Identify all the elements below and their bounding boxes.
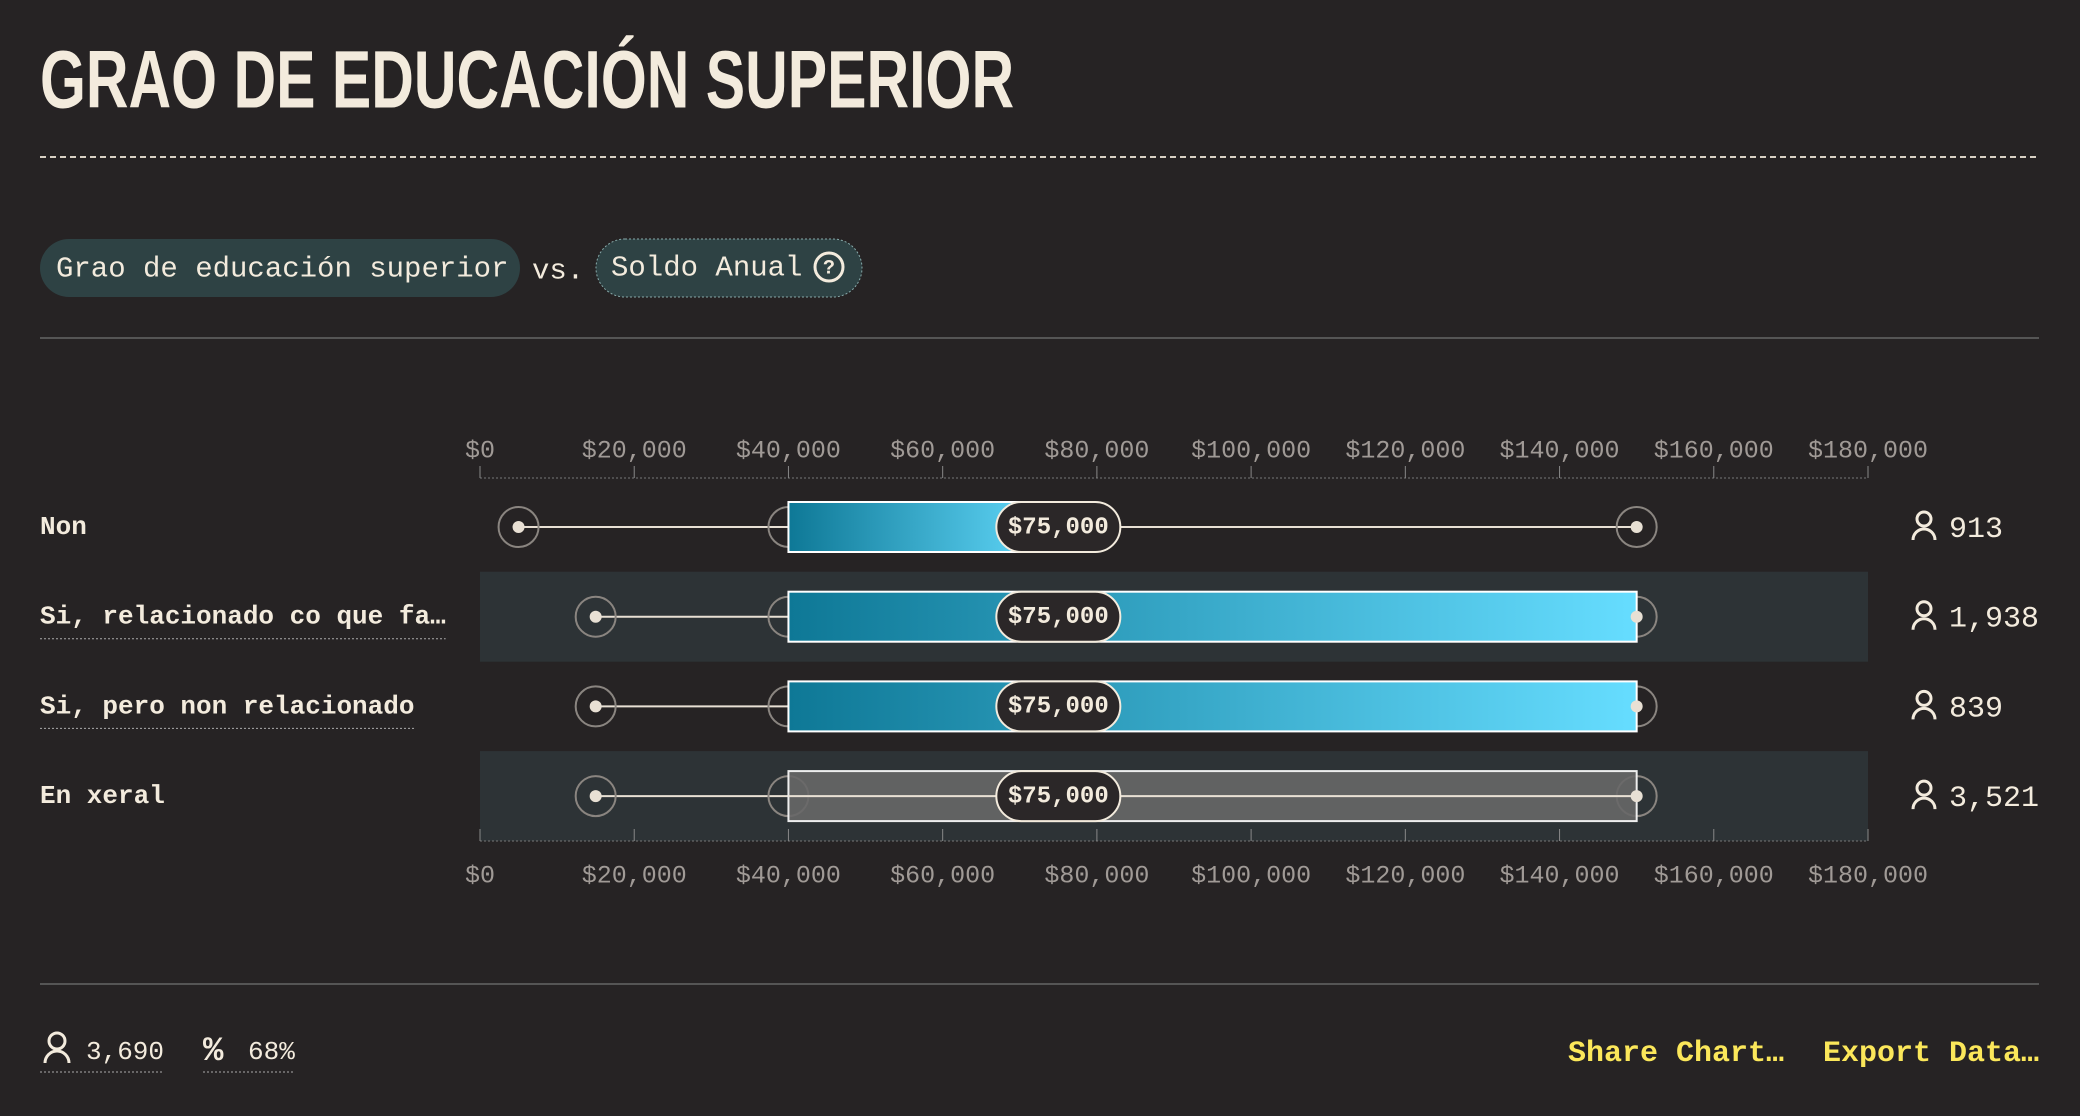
person-icon (1915, 510, 1933, 528)
x-tick-label: $120,000 (1345, 437, 1465, 466)
median-pill (995, 680, 1122, 733)
box (787, 680, 1638, 733)
vs-label: vs. (532, 255, 584, 288)
whisker-end (1630, 790, 1643, 803)
person-icon (43, 1049, 71, 1064)
median-label: $75,000 (1008, 604, 1109, 631)
person-icon (1911, 617, 1937, 630)
whisker-end (1630, 700, 1643, 713)
pill-label: Grao de educación superior (56, 253, 508, 286)
person-icon (1911, 527, 1937, 541)
category-label: Non (40, 512, 87, 542)
chart-title: GRAO DE EDUCACIÓN SUPERIOR (40, 33, 1014, 126)
x-tick-label: $140,000 (1500, 437, 1620, 466)
x-tick-label: $100,000 (1191, 862, 1311, 891)
median-label: $75,000 (1008, 694, 1109, 721)
whisker-end (589, 700, 602, 713)
category-label: Si, pero non relacionado (40, 691, 414, 721)
count-label: 1,938 (1949, 603, 2039, 637)
person-icon (47, 1031, 67, 1051)
pill[interactable] (595, 238, 863, 298)
footer-count[interactable]: 3,690 (86, 1037, 164, 1067)
help-mark: ? (823, 257, 835, 280)
x-tick-label: $180,000 (1808, 437, 1928, 466)
pill-label: Soldo Anual (611, 252, 802, 285)
x-tick-label: $80,000 (1044, 862, 1149, 891)
person-icon (1915, 779, 1933, 797)
x-tick-label: $60,000 (890, 437, 995, 466)
count-label: 839 (1949, 692, 2003, 726)
x-tick-label: $140,000 (1500, 862, 1620, 891)
footer: 3,690 % 68% Share Chart… Export Data… (40, 1031, 2039, 1073)
whisker-ring (574, 685, 617, 728)
whisker-end (512, 521, 525, 533)
x-tick-label: $20,000 (582, 437, 687, 466)
category-label: En xeral (40, 781, 165, 811)
median-pill (995, 770, 1122, 823)
whisker-end (589, 610, 602, 623)
pill[interactable] (40, 239, 520, 297)
whisker-ring (497, 506, 540, 548)
x-tick-label: $100,000 (1191, 437, 1311, 466)
x-tick-label: $160,000 (1654, 862, 1774, 891)
box (787, 590, 1638, 643)
whisker-end (589, 790, 602, 803)
person-icon (1915, 600, 1933, 618)
x-tick-label: $40,000 (736, 437, 841, 466)
footer-percent[interactable]: 68% (248, 1037, 295, 1067)
median-pill (995, 501, 1122, 553)
percent-icon: % (203, 1033, 224, 1071)
whisker-end (1630, 521, 1643, 533)
median-label: $75,000 (1008, 514, 1109, 541)
x-tick-label: $80,000 (1044, 437, 1149, 466)
person-icon (1911, 796, 1937, 810)
category-label: Si, relacionado co que fa… (40, 602, 446, 632)
export-button[interactable]: Export Data… (1823, 1037, 2039, 1071)
median-pill (995, 590, 1122, 643)
person-icon (1915, 689, 1933, 707)
count-label: 913 (1949, 513, 2003, 547)
whisker-ring (574, 775, 617, 818)
median-label: $75,000 (1008, 783, 1109, 810)
whisker-ring (574, 595, 617, 638)
x-tick-label: $180,000 (1808, 862, 1928, 891)
person-icon (1911, 706, 1937, 720)
x-tick-label: $20,000 (582, 862, 687, 891)
share-button[interactable]: Share Chart… (1568, 1037, 1784, 1071)
x-tick-label: $40,000 (736, 862, 841, 891)
whisker-end (1630, 610, 1643, 623)
help-icon[interactable] (813, 251, 845, 283)
x-tick-label: $0 (465, 862, 495, 891)
x-tick-label: $160,000 (1654, 437, 1774, 466)
whisker-ring (1615, 506, 1658, 548)
count-label: 3,521 (1949, 782, 2039, 816)
x-tick-label: $120,000 (1345, 862, 1465, 891)
x-tick-label: $60,000 (890, 862, 995, 891)
x-tick-label: $0 (465, 437, 495, 466)
